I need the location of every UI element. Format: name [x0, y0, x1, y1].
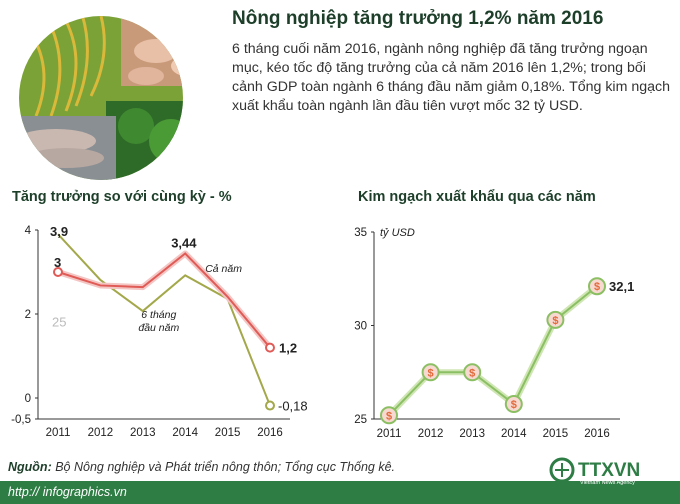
chart1-title: Tăng trưởng so với cùng kỳ - %: [12, 189, 232, 205]
x-tick-label: 2012: [418, 428, 444, 440]
y-unit-label: tỷ USD: [380, 227, 415, 239]
data-label: 3,44: [171, 236, 197, 251]
y-tick-label: 25: [354, 414, 367, 426]
data-label: 3,9: [50, 224, 68, 239]
ttxvn-logo: TTXVN Vietnam News Agency: [549, 457, 640, 486]
page-title: Nông nghiệp tăng trưởng 1,2% năm 2016: [232, 8, 604, 29]
data-label: -0,18: [278, 399, 308, 414]
dollar-marker: [421, 363, 440, 382]
dollar-marker: [504, 395, 523, 414]
y-tick-label: -0,5: [11, 414, 31, 426]
dollar-marker-symbol: $: [594, 281, 600, 293]
x-tick-label: 2015: [543, 428, 569, 440]
x-tick-label: 2016: [584, 428, 610, 440]
y-tick-label: 2: [25, 309, 31, 321]
x-tick-label: 2011: [46, 427, 71, 439]
dollar-marker: [588, 277, 606, 296]
source-text: Bộ Nông nghiệp và Phát triển nông thôn; …: [51, 460, 396, 474]
logo-text: TTXVN: [578, 460, 640, 481]
y-tick-label: 0: [25, 393, 31, 405]
series-name-6-thang: đầu năm: [138, 322, 179, 334]
point-6-thang-2016: [265, 400, 275, 411]
logo-sub: Vietnam News Agency: [580, 480, 635, 486]
growth-chart: 4 2 0 -0,5 2011 2012 2013 2014 2015 2016 3,9 3 3,44 1…: [11, 224, 308, 439]
footer-url[interactable]: http:// infographics.vn: [8, 485, 127, 499]
source-note: Nguồn: Bộ Nông nghiệp và Phát triển nông…: [8, 460, 395, 474]
data-label: 3: [54, 255, 61, 270]
dollar-marker-symbol: $: [552, 315, 558, 327]
series-line: [388, 285, 598, 416]
point-ca-nam-2011: [53, 267, 63, 277]
intro-text: 6 tháng cuối năm 2016, ngành nông nghiệp…: [232, 41, 671, 114]
agriculture-photo-collage: [19, 16, 183, 180]
y-tick-label: 35: [354, 227, 367, 239]
x-tick-label: 2012: [88, 427, 114, 439]
y-tick-label: 4: [25, 225, 32, 237]
footer-bar: [0, 481, 680, 504]
series-name-ca-nam: Cả năm: [205, 263, 242, 275]
x-tick-label: 2016: [257, 427, 283, 439]
export-chart: 35 30 25 tỷ USD 2011 2012 2013 2014 2015 2016 $ $ $ $…: [354, 227, 634, 440]
series-line-halo: [386, 283, 599, 418]
x-tick-label: 2011: [377, 428, 402, 440]
x-tick-label: 2014: [501, 428, 527, 440]
x-tick-label: 2013: [130, 427, 156, 439]
x-tick-label: 2013: [459, 428, 485, 440]
annotation-text: 25: [52, 315, 66, 330]
dollar-marker-symbol: $: [386, 410, 392, 422]
series-line-ca-nam: [57, 252, 271, 349]
data-label: 1,2: [279, 341, 297, 356]
point-ca-nam-2016: [265, 342, 275, 353]
y-tick-label: 30: [354, 321, 367, 333]
source-label: Nguồn:: [8, 460, 52, 474]
dollar-marker: [463, 363, 482, 382]
dollar-marker-symbol: $: [428, 367, 434, 379]
series-line-6-thang: [57, 233, 271, 406]
dollar-marker-symbol: $: [511, 399, 517, 411]
x-tick-label: 2014: [172, 427, 198, 439]
dollar-marker: [380, 406, 398, 425]
x-tick-label: 2015: [215, 427, 241, 439]
dollar-marker: [546, 310, 565, 329]
chart2-title: Kim ngạch xuất khẩu qua các năm: [358, 189, 596, 205]
series-name-6-thang: 6 tháng: [141, 309, 176, 321]
dollar-marker-symbol: $: [469, 367, 475, 379]
data-label: 32,1: [609, 279, 634, 294]
